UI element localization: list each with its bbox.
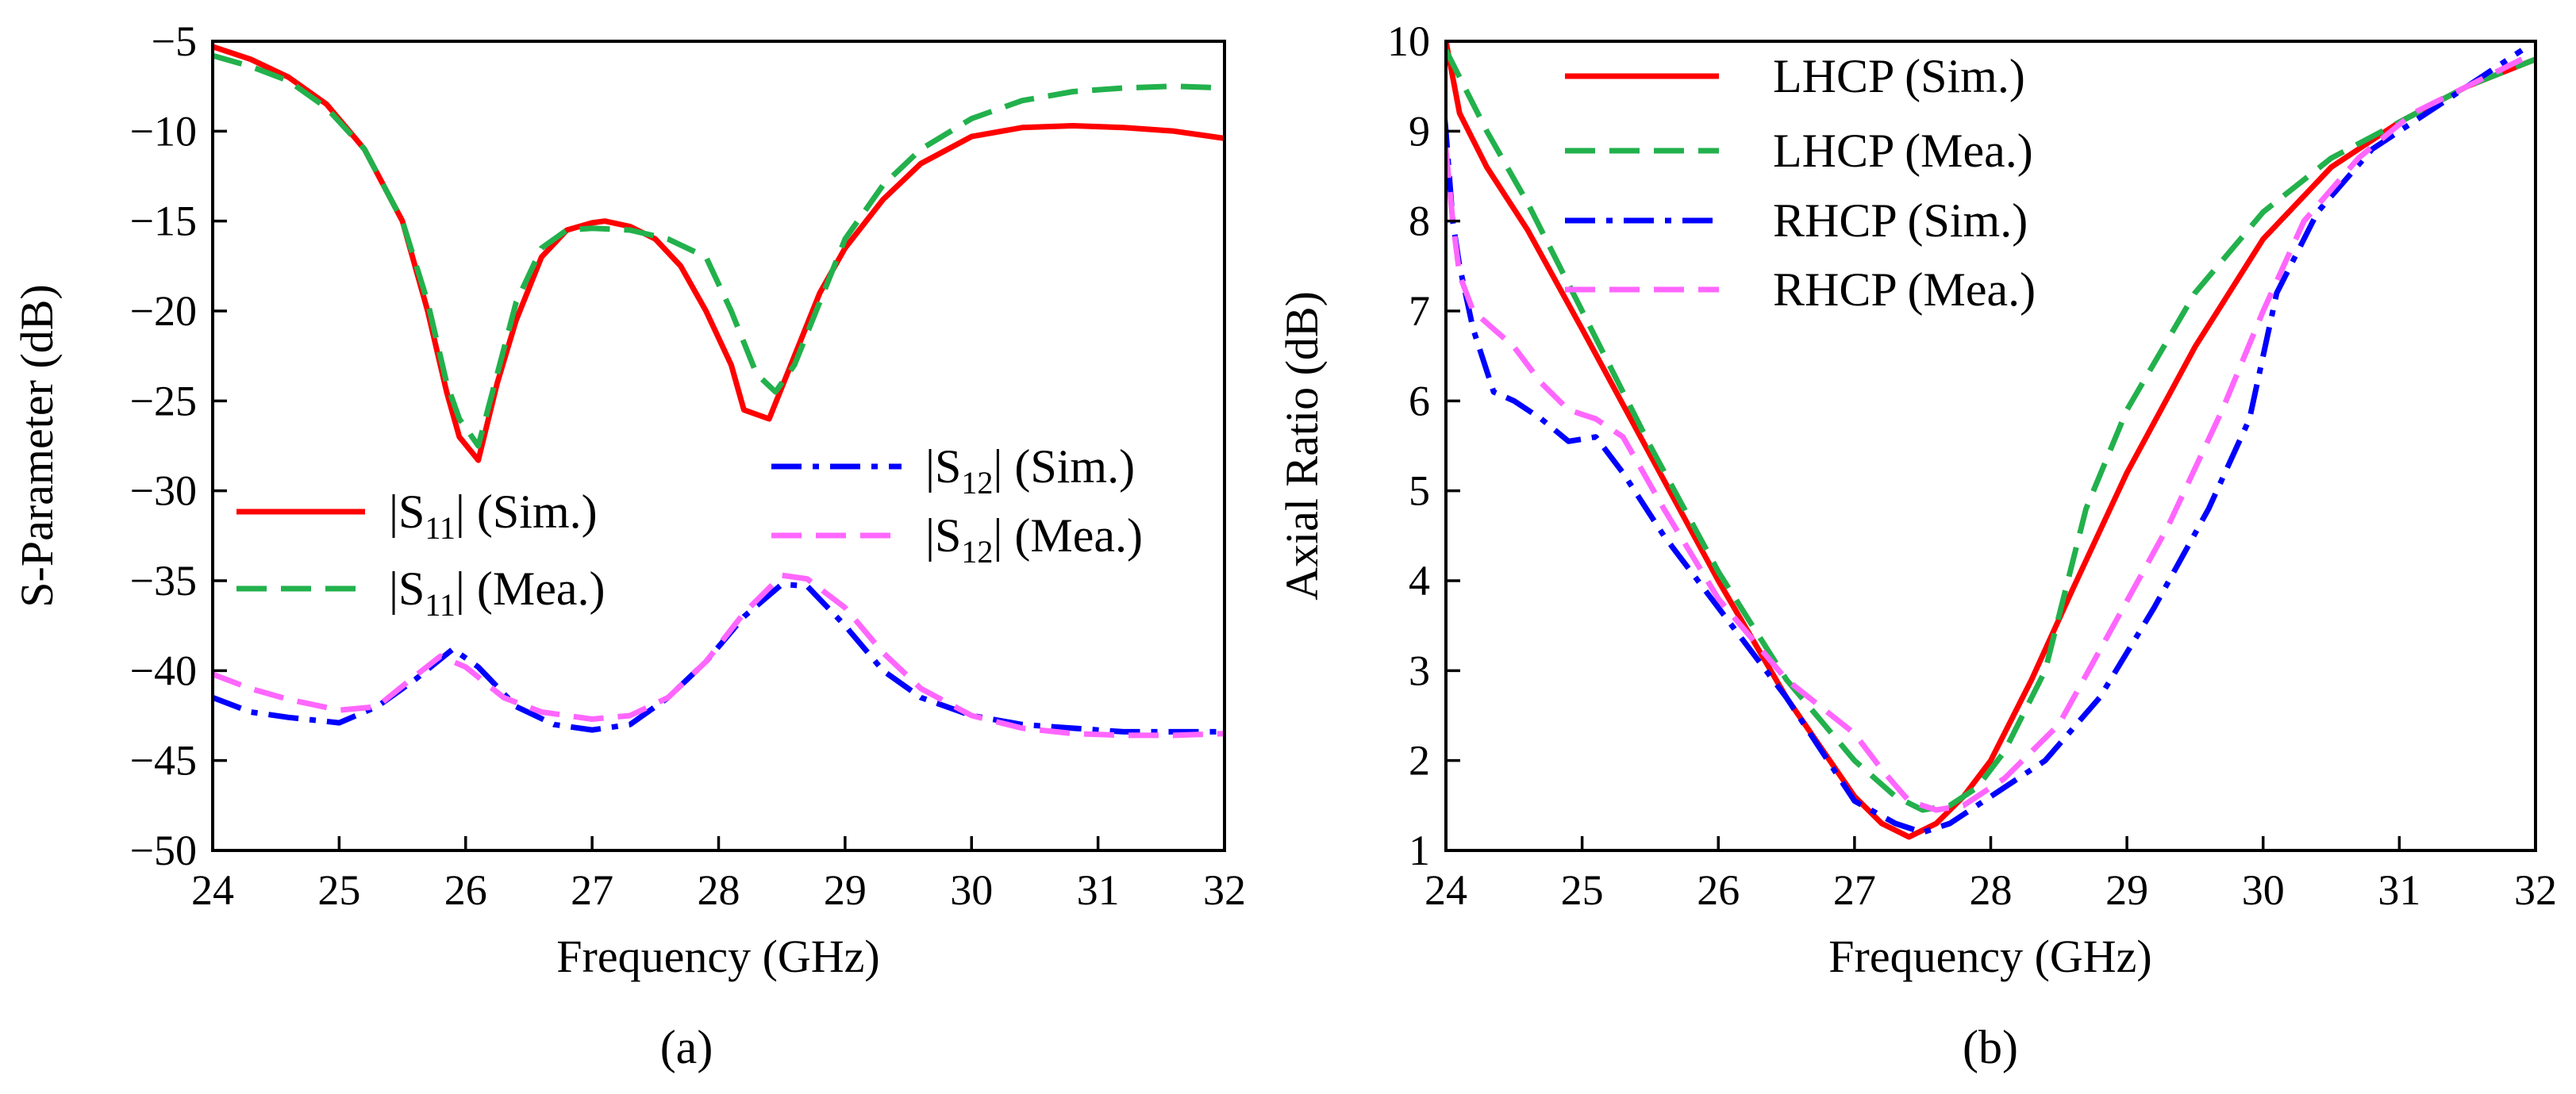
x-tick-label: 32	[2514, 866, 2557, 914]
y-tick-label: −30	[130, 467, 197, 515]
legend-label: |S11| (Mea.)	[389, 562, 606, 623]
legend-label: |S12| (Sim.)	[925, 440, 1135, 501]
x-tick-label: 31	[1077, 866, 1120, 914]
x-tick-label: 24	[1424, 866, 1467, 914]
series-line-b-1	[1446, 48, 2536, 813]
y-tick-label: 10	[1387, 17, 1430, 65]
panel-caption: (b)	[1963, 1021, 2018, 1073]
series-line-b-0	[1446, 41, 2536, 840]
legend-label: LHCP (Sim.)	[1773, 50, 2025, 102]
x-axis-title: Frequency (GHz)	[556, 931, 879, 982]
y-tick-label: 2	[1409, 737, 1430, 785]
y-tick-label: −20	[130, 287, 197, 335]
x-axis-title: Frequency (GHz)	[1828, 931, 2151, 982]
y-tick-label: −45	[130, 737, 197, 785]
panel-caption: (a)	[660, 1021, 713, 1073]
x-tick-label: 27	[1833, 866, 1876, 914]
legend-label: RHCP (Mea.)	[1773, 263, 2036, 316]
x-tick-label: 32	[1203, 866, 1246, 914]
y-tick-label: 7	[1409, 287, 1430, 335]
x-tick-label: 26	[444, 866, 487, 914]
y-tick-label: −35	[130, 557, 197, 605]
x-tick-label: 30	[950, 866, 993, 914]
series-line-a-1	[213, 52, 1225, 449]
y-tick-label: 4	[1409, 557, 1430, 605]
legend-label: LHCP (Mea.)	[1773, 125, 2033, 177]
y-tick-label: 6	[1409, 377, 1430, 424]
x-tick-label: 29	[2105, 866, 2148, 914]
x-tick-label: 29	[824, 866, 867, 914]
y-tick-label: −25	[130, 377, 197, 424]
x-tick-label: 28	[698, 866, 740, 914]
legend-label: |S11| (Sim.)	[389, 486, 598, 546]
x-tick-label: 24	[191, 866, 234, 914]
series-line-b-3	[1446, 56, 2524, 813]
y-tick-label: −15	[130, 198, 197, 245]
y-axis-title: Axial Ratio (dB)	[1276, 291, 1328, 601]
panel-a-s-parameter-chart: 24 25 26 27 28 29 30 31 32 −50 −45 −40 −35 −30 −25 −20 −…	[11, 17, 1246, 1073]
y-tick-label: −5	[152, 17, 197, 65]
y-tick-label: −50	[130, 827, 197, 874]
x-tick-label: 27	[571, 866, 613, 914]
y-tick-label: 1	[1409, 827, 1430, 874]
series-line-a-0	[213, 44, 1225, 463]
y-tick-label: −10	[130, 107, 197, 155]
x-tick-label: 25	[317, 866, 360, 914]
panel-b-axial-ratio-chart: 24 25 26 27 28 29 30 31 32 1 2 3 4 5 6 7 8 9 10 Frequency (…	[1276, 17, 2557, 1073]
y-tick-label: 8	[1409, 198, 1430, 245]
x-tick-label: 30	[2242, 866, 2285, 914]
x-tick-label: 28	[1970, 866, 2013, 914]
y-tick-label: 9	[1409, 107, 1430, 155]
legend-label: |S12| (Mea.)	[925, 509, 1143, 570]
y-tick-label: −40	[130, 647, 197, 694]
y-tick-label: 5	[1409, 467, 1430, 515]
series-line-a-2	[213, 582, 1225, 735]
y-axis-title: S-Parameter (dB)	[11, 284, 63, 607]
x-tick-label: 31	[2378, 866, 2420, 914]
legend-label: RHCP (Sim.)	[1773, 194, 2028, 247]
x-tick-label: 26	[1697, 866, 1740, 914]
series-line-b-2	[1446, 48, 2524, 835]
y-tick-label: 3	[1409, 647, 1430, 694]
series-line-a-3	[213, 572, 1225, 739]
x-tick-label: 25	[1561, 866, 1604, 914]
